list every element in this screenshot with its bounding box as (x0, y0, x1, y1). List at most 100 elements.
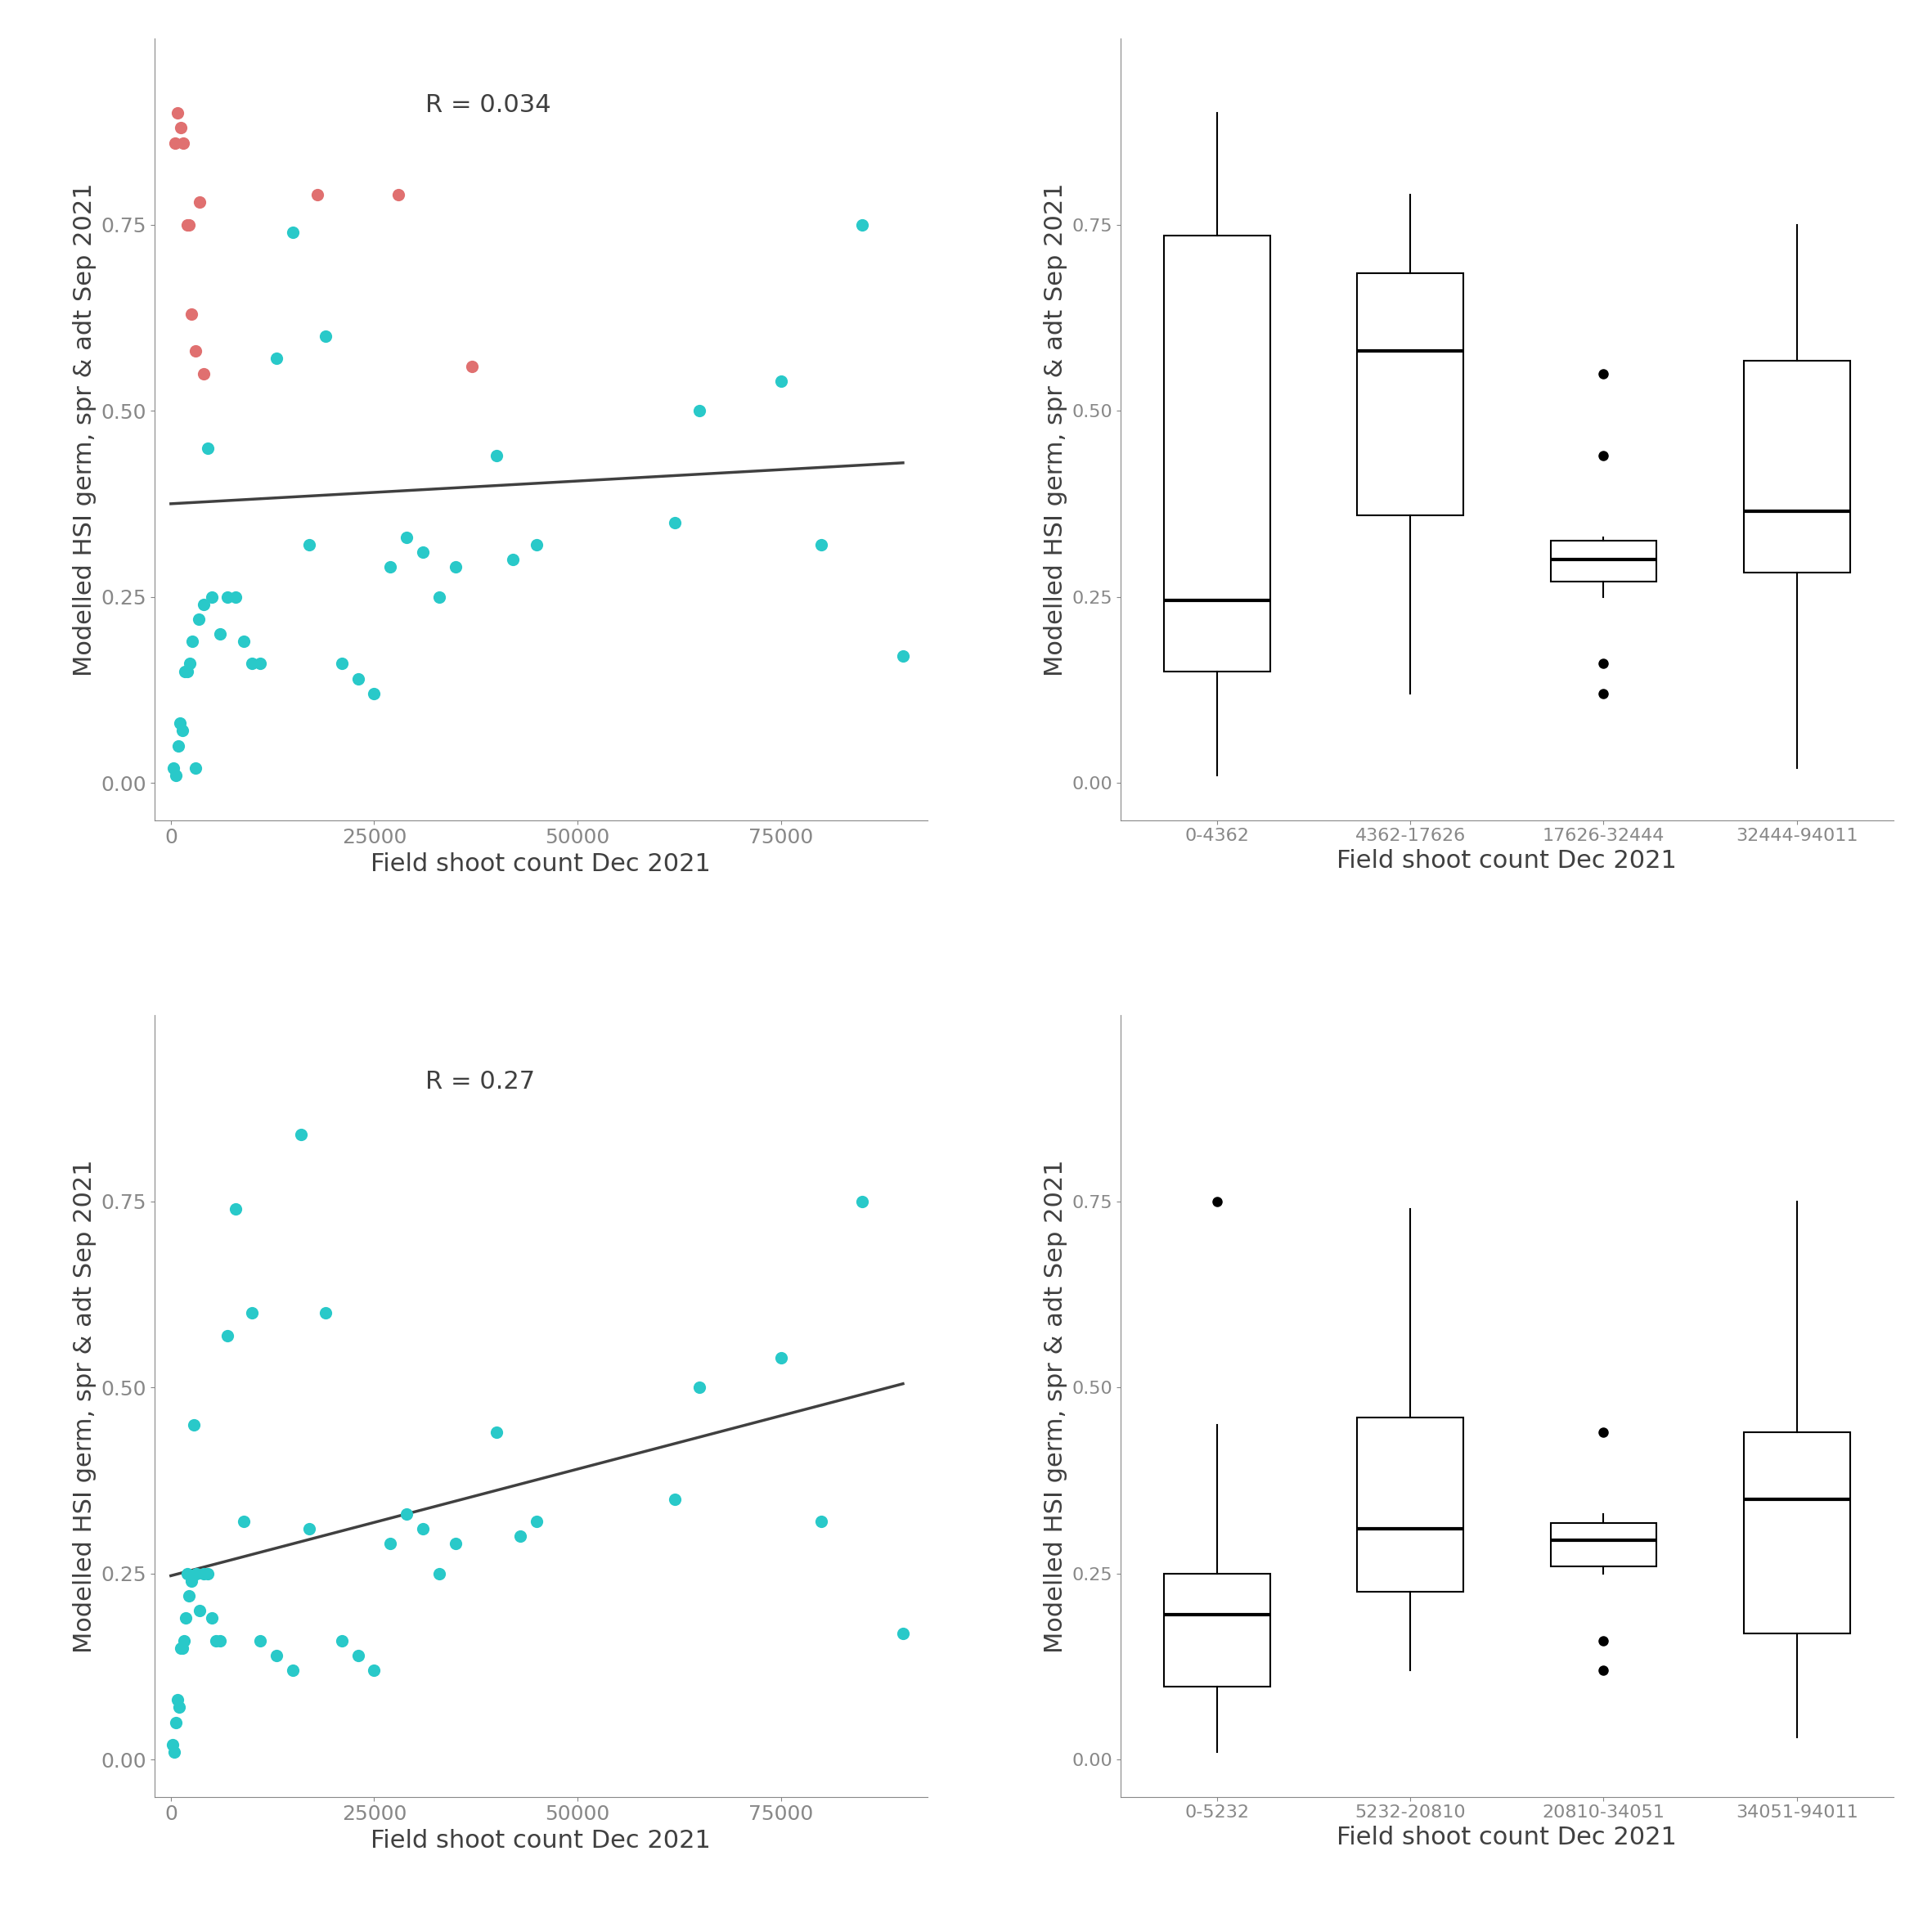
Point (765, 1343, 796, 1374)
Point (440, 1528, 471, 1559)
PathPatch shape (1163, 236, 1271, 670)
Point (846, 209, 877, 240)
Point (887, 641, 918, 672)
Point (245, 649, 276, 680)
Point (213, 582, 243, 612)
PathPatch shape (1549, 1522, 1656, 1567)
Point (170, 655, 201, 686)
Point (659, 506, 690, 537)
Point (220, 1194, 251, 1225)
Point (522, 1505, 553, 1536)
Point (228, 1505, 259, 1536)
Point (286, 1119, 317, 1150)
Point (184, 1596, 214, 1627)
Point (327, 1625, 357, 1656)
Point (261, 1640, 292, 1671)
Point (423, 1557, 454, 1588)
Point (408, 537, 439, 568)
PathPatch shape (1743, 361, 1849, 572)
Point (158, 1737, 189, 1768)
Point (201, 1625, 232, 1656)
Point (481, 440, 512, 471)
Y-axis label: Modelled HSI germ, spr & adt Sep 2021: Modelled HSI germ, spr & adt Sep 2021 (1043, 1159, 1066, 1654)
Point (178, 1408, 209, 1439)
PathPatch shape (1743, 1432, 1849, 1633)
Point (180, 1557, 211, 1588)
Point (359, 678, 390, 709)
Point (174, 649, 205, 680)
Point (160, 1706, 191, 1737)
Point (392, 522, 423, 553)
Point (191, 433, 222, 464)
Point (180, 336, 211, 367)
Point (481, 1416, 512, 1447)
Point (497, 545, 527, 576)
Point (187, 589, 218, 620)
X-axis label: Field shoot count Dec 2021: Field shoot count Dec 2021 (371, 1830, 711, 1853)
Point (684, 1372, 715, 1403)
Point (160, 128, 191, 158)
Point (164, 1633, 195, 1663)
Point (375, 551, 406, 582)
Point (278, 216, 309, 247)
Point (261, 344, 292, 375)
Point (213, 1320, 243, 1350)
Point (172, 209, 203, 240)
Point (887, 1617, 918, 1648)
Point (184, 603, 214, 634)
Point (846, 1186, 877, 1217)
Point (806, 1505, 837, 1536)
Text: R = 0.034: R = 0.034 (425, 93, 551, 118)
Point (168, 128, 199, 158)
Point (309, 321, 340, 352)
Point (220, 582, 251, 612)
Point (440, 551, 471, 582)
Point (294, 1513, 325, 1544)
Point (172, 655, 203, 686)
Point (166, 1633, 197, 1663)
Point (383, 180, 413, 211)
PathPatch shape (1356, 272, 1463, 516)
Point (309, 1298, 340, 1329)
Point (168, 1625, 199, 1656)
X-axis label: Field shoot count Dec 2021: Field shoot count Dec 2021 (1337, 848, 1677, 873)
Point (176, 626, 207, 657)
Point (205, 618, 236, 649)
Point (156, 1729, 187, 1760)
Point (359, 1656, 390, 1687)
Point (195, 582, 226, 612)
Point (205, 1625, 236, 1656)
Point (180, 752, 211, 782)
Point (170, 1604, 201, 1634)
Point (164, 707, 195, 738)
Point (187, 1557, 218, 1588)
Point (176, 1565, 207, 1596)
PathPatch shape (1549, 541, 1656, 582)
Point (806, 529, 837, 560)
Point (408, 1513, 439, 1544)
Point (392, 1499, 423, 1530)
Point (294, 529, 325, 560)
Y-axis label: Modelled HSI germ, spr & adt Sep 2021: Modelled HSI germ, spr & adt Sep 2021 (1043, 182, 1066, 676)
Point (184, 187, 214, 218)
Point (164, 112, 195, 143)
Point (228, 626, 259, 657)
Point (1202, 1186, 1233, 1217)
Point (238, 1298, 269, 1329)
Point (176, 299, 207, 330)
X-axis label: Field shoot count Dec 2021: Field shoot count Dec 2021 (1337, 1826, 1677, 1849)
Point (166, 715, 197, 746)
Point (456, 350, 487, 381)
Point (162, 730, 193, 761)
Point (765, 365, 796, 396)
Point (195, 1604, 226, 1634)
Point (342, 1640, 373, 1671)
Point (162, 1685, 193, 1716)
Point (174, 1580, 205, 1611)
Point (659, 1484, 690, 1515)
Point (160, 759, 191, 790)
PathPatch shape (1356, 1418, 1463, 1592)
Point (187, 357, 218, 388)
Point (522, 529, 553, 560)
Point (278, 1656, 309, 1687)
